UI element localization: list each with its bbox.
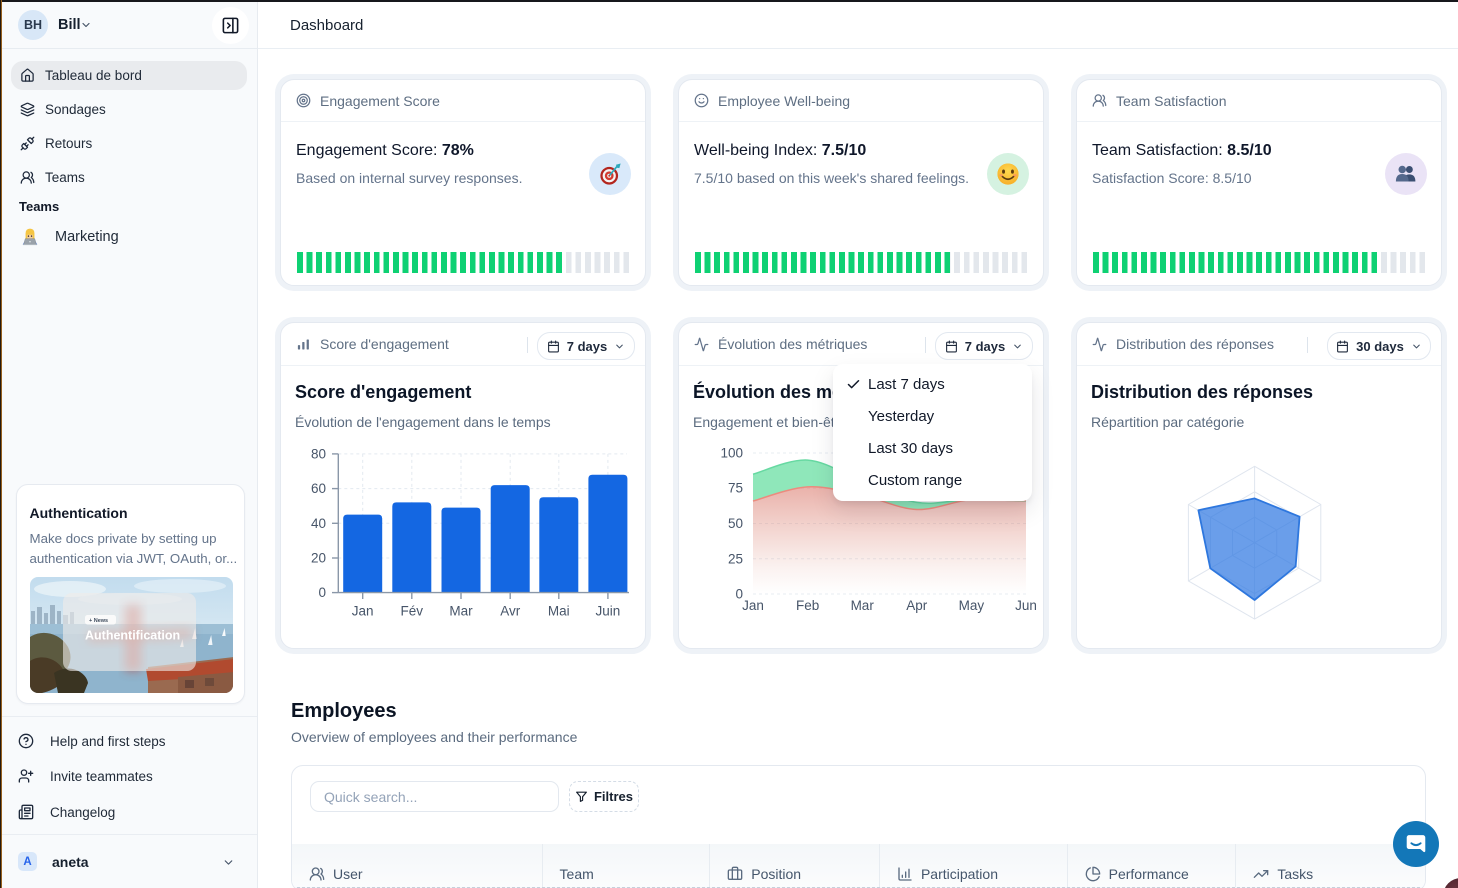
svg-text:0: 0	[735, 587, 743, 602]
svg-text:40: 40	[311, 516, 326, 531]
svg-text:20: 20	[311, 551, 326, 566]
svg-text:25: 25	[728, 551, 743, 566]
svg-text:Jan: Jan	[352, 604, 374, 619]
svg-text:Mar: Mar	[449, 604, 473, 619]
svg-text:75: 75	[728, 481, 743, 496]
svg-text:Jan: Jan	[742, 598, 764, 613]
svg-text:Jun: Jun	[1015, 598, 1037, 613]
svg-text:+ News: + News	[89, 618, 108, 624]
svg-text:May: May	[959, 598, 985, 613]
svg-text:Feb: Feb	[796, 598, 819, 613]
svg-text:80: 80	[311, 447, 326, 462]
svg-text:Mai: Mai	[548, 604, 570, 619]
svg-text:Apr: Apr	[906, 598, 928, 613]
svg-text:Mar: Mar	[851, 598, 875, 613]
svg-text:Fév: Fév	[401, 604, 424, 619]
svg-text:0: 0	[318, 585, 326, 600]
svg-text:Avr: Avr	[500, 604, 521, 619]
svg-text:100: 100	[720, 446, 743, 461]
svg-text:60: 60	[311, 481, 326, 496]
svg-text:Authentification: Authentification	[85, 629, 180, 643]
svg-text:Juin: Juin	[596, 604, 621, 619]
svg-text:50: 50	[728, 516, 743, 531]
